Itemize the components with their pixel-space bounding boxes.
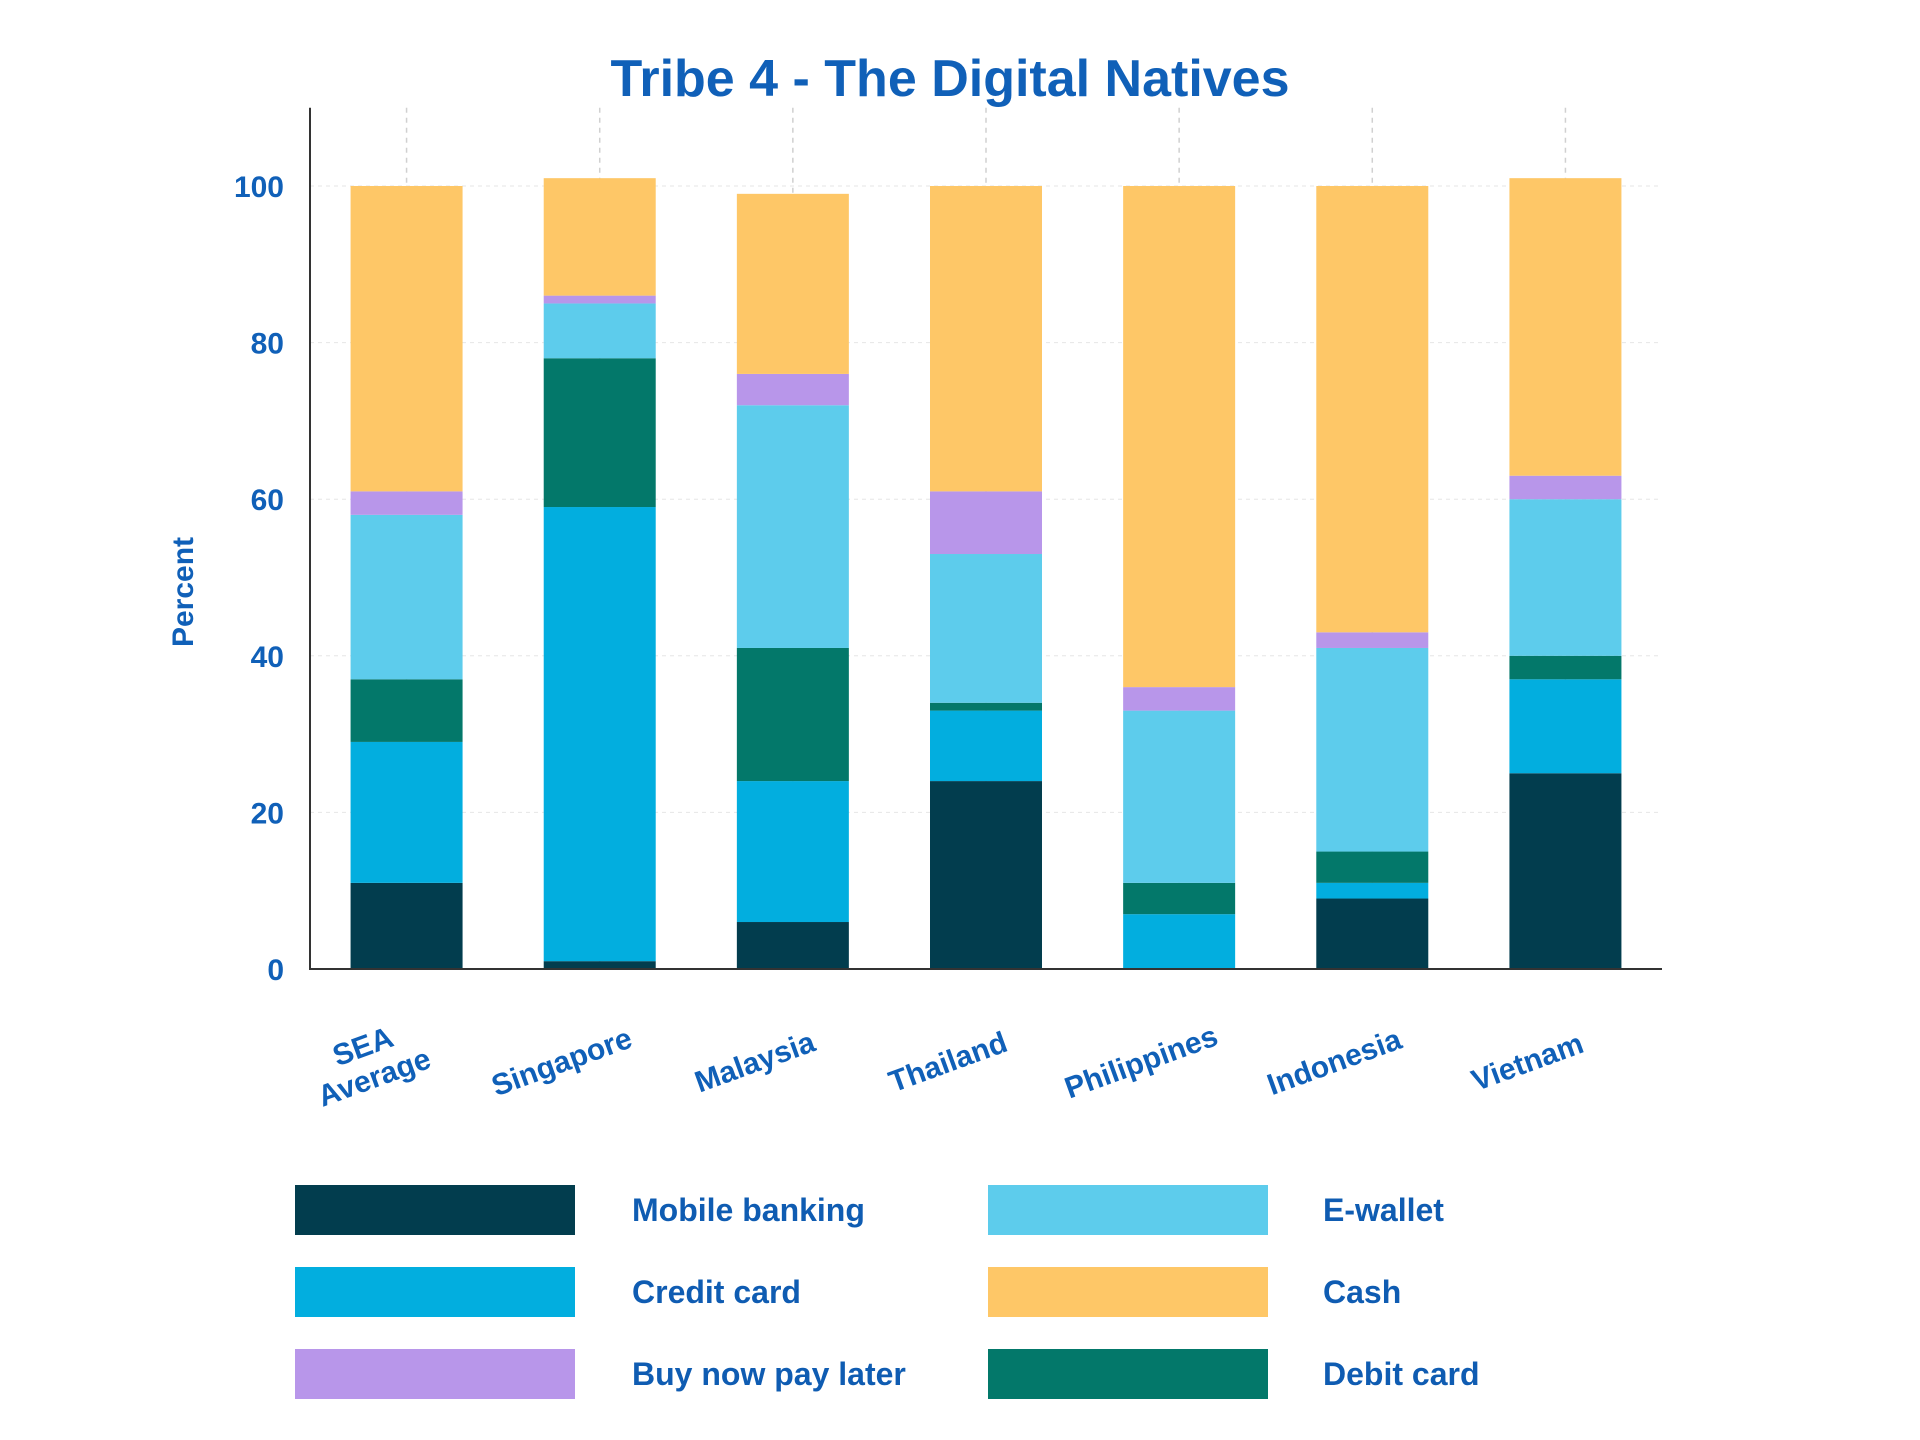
bar-segment-credit-card <box>1123 914 1236 969</box>
bar-segment-mobile-banking <box>350 882 463 969</box>
legend-label: E-wallet <box>1323 1192 1444 1228</box>
bar-segment-e-wallet <box>930 554 1042 703</box>
bar-segment-mobile-banking <box>930 781 1042 969</box>
legend-label: Debit card <box>1323 1356 1479 1392</box>
bar-segment-buy-now-pay-later <box>1123 687 1236 711</box>
x-tick-label: Thailand <box>885 1026 1012 1099</box>
y-tick-label: 40 <box>251 641 284 674</box>
svg-text:SEAAverage: SEAAverage <box>302 1011 435 1113</box>
y-tick-label: 20 <box>251 797 284 830</box>
axes <box>309 107 1662 970</box>
bar-segment-buy-now-pay-later <box>930 491 1042 555</box>
legend-item-buy-now-pay-later: Buy now pay later <box>295 1349 906 1399</box>
bar-segment-mobile-banking <box>736 922 849 969</box>
chart-title: Tribe 4 - The Digital Natives <box>610 50 1289 108</box>
bar-segment-cash <box>930 186 1042 492</box>
x-tick-label: Indonesia <box>1263 1023 1406 1102</box>
y-tick-label: 60 <box>251 484 284 517</box>
bar-segment-e-wallet <box>1316 647 1429 852</box>
bar-segment-debit-card <box>1123 882 1236 915</box>
x-tick-label: Vietnam <box>1467 1027 1587 1098</box>
x-tick-labels: SEAAverage Singapore Malaysia Thailand Phili… <box>302 1011 1588 1114</box>
bar-segment-e-wallet <box>736 405 849 648</box>
bar-segment-debit-card <box>543 358 656 508</box>
x-tick-label: Singapore <box>487 1022 636 1103</box>
bar-segment-buy-now-pay-later <box>543 295 656 304</box>
svg-text:Philippines: Philippines <box>1060 1020 1222 1106</box>
legend-item-mobile-banking: Mobile banking <box>295 1185 865 1235</box>
legend-item-e-wallet: E-wallet <box>988 1185 1444 1235</box>
bar-segment-cash <box>543 178 656 296</box>
legend-item-cash: Cash <box>988 1267 1401 1317</box>
legend-item-credit-card: Credit card <box>295 1267 801 1317</box>
legend-swatch <box>295 1267 575 1317</box>
bar-segment-debit-card <box>350 679 463 742</box>
legend-label: Credit card <box>632 1274 801 1310</box>
y-tick-labels: 0 20 40 60 80 100 <box>234 171 284 987</box>
svg-text:Singapore: Singapore <box>487 1022 636 1103</box>
legend-label: Mobile banking <box>632 1192 865 1228</box>
x-tick-label: Philippines <box>1060 1020 1222 1106</box>
bar-segment-credit-card <box>1316 882 1429 899</box>
bar-segment-e-wallet <box>1123 710 1236 883</box>
bar-segment-cash <box>736 193 849 374</box>
y-axis-label: Percent <box>167 537 200 647</box>
legend-swatch <box>988 1349 1268 1399</box>
bar-segment-credit-card <box>543 507 656 962</box>
bar-segment-debit-card <box>1316 851 1429 883</box>
bar-segment-cash <box>350 186 463 492</box>
bar-segment-mobile-banking <box>543 961 656 969</box>
bar-segment-cash <box>1509 178 1622 476</box>
legend-swatch <box>295 1349 575 1399</box>
svg-text:Indonesia: Indonesia <box>1263 1023 1406 1102</box>
svg-text:Vietnam: Vietnam <box>1467 1027 1587 1098</box>
bar-segment-buy-now-pay-later <box>350 491 463 515</box>
svg-text:Malaysia: Malaysia <box>691 1025 820 1099</box>
bar-segment-e-wallet <box>1509 499 1622 656</box>
bar-segment-credit-card <box>1509 679 1622 774</box>
bar-segment-debit-card <box>930 702 1042 711</box>
x-tick-label: Malaysia <box>691 1025 820 1099</box>
bar-segment-credit-card <box>930 710 1042 782</box>
y-tick-label: 80 <box>251 328 284 361</box>
legend-label: Buy now pay later <box>632 1356 906 1392</box>
bar-segment-cash <box>1123 186 1236 688</box>
bar-segment-debit-card <box>736 647 849 782</box>
bar-segment-e-wallet <box>543 303 656 359</box>
bar-segment-mobile-banking <box>1316 898 1429 969</box>
bar-segment-buy-now-pay-later <box>1316 632 1429 648</box>
legend: Mobile banking E-wallet Credit card Cash Buy… <box>295 1185 1479 1399</box>
bars <box>350 178 1622 969</box>
legend-item-debit-card: Debit card <box>988 1349 1479 1399</box>
y-tick-label: 0 <box>267 954 284 987</box>
legend-swatch <box>988 1267 1268 1317</box>
bar-segment-e-wallet <box>350 514 463 680</box>
legend-swatch <box>295 1185 575 1235</box>
x-tick-label: SEAAverage <box>302 1011 436 1114</box>
bar-segment-credit-card <box>736 781 849 923</box>
bar-segment-buy-now-pay-later <box>1509 475 1622 500</box>
bar-segment-buy-now-pay-later <box>736 373 849 406</box>
bar-segment-credit-card <box>350 741 463 883</box>
svg-text:Thailand: Thailand <box>885 1026 1012 1099</box>
bar-segment-cash <box>1316 186 1429 633</box>
y-tick-label: 100 <box>234 171 284 204</box>
legend-label: Cash <box>1323 1274 1401 1310</box>
bar-segment-mobile-banking <box>1509 773 1622 969</box>
legend-swatch <box>988 1185 1268 1235</box>
bar-segment-debit-card <box>1509 655 1622 680</box>
